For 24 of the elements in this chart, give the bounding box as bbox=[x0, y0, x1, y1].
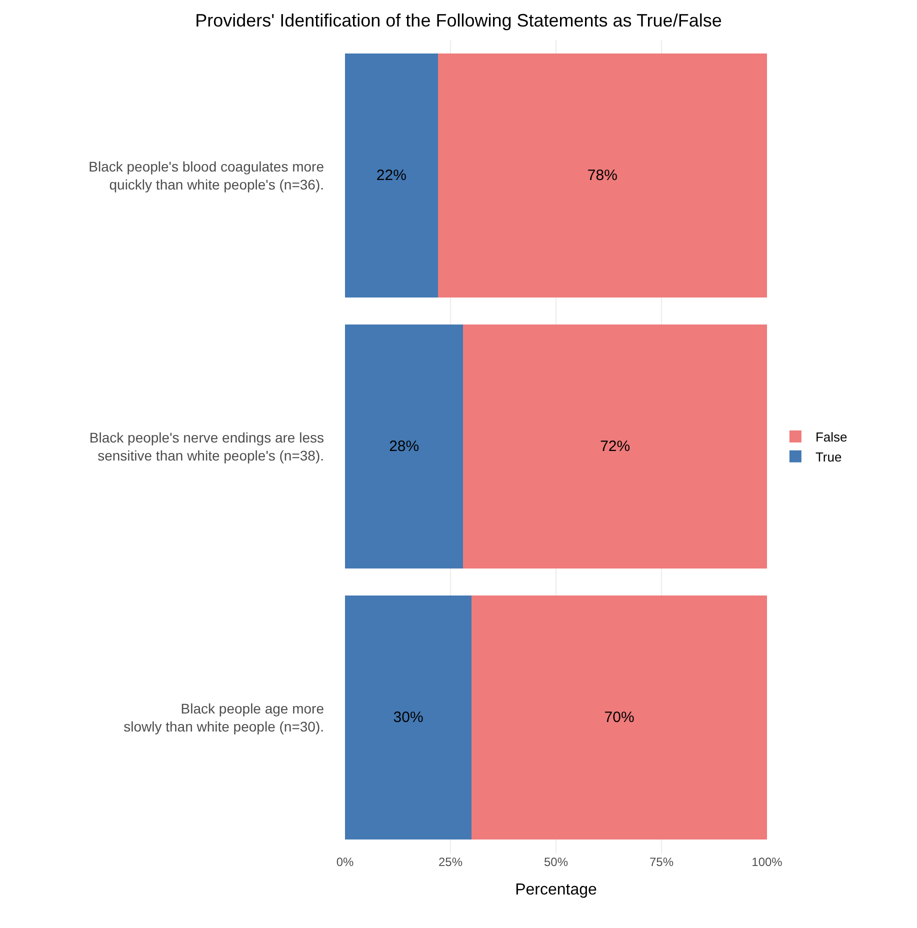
x-tick-label: 25% bbox=[438, 855, 463, 869]
y-tick-label: Black people age more slowly than white people (n=30). bbox=[124, 700, 324, 734]
x-tick-label: 50% bbox=[544, 855, 568, 869]
data-label: 30% bbox=[393, 709, 424, 726]
data-label: 22% bbox=[376, 167, 406, 184]
bar bbox=[345, 596, 472, 840]
y-tick-label: Black people's nerve endings are less sensitive than white people's (n=38). bbox=[89, 429, 324, 464]
x-tick-label: 0% bbox=[336, 855, 354, 869]
data-label: 70% bbox=[604, 709, 634, 726]
data-label: 78% bbox=[587, 167, 618, 184]
data-label: 72% bbox=[600, 438, 630, 455]
x-tick-label: 100% bbox=[752, 855, 783, 869]
data-label: 28% bbox=[389, 438, 420, 455]
bar bbox=[463, 324, 767, 568]
bar bbox=[472, 596, 767, 840]
y-tick-label: Black people's blood coagulates more quickly than white people's (n=36). bbox=[88, 158, 324, 192]
bar bbox=[345, 54, 438, 298]
x-tick-label: 75% bbox=[649, 855, 674, 869]
legend-label: True bbox=[815, 449, 842, 464]
legend-label: False bbox=[815, 430, 848, 445]
bar bbox=[438, 54, 767, 298]
chart-title: Providers' Identification of the Following Statements as True/False bbox=[195, 10, 722, 31]
bar bbox=[345, 324, 464, 568]
x-axis-title: Percentage bbox=[515, 882, 598, 899]
